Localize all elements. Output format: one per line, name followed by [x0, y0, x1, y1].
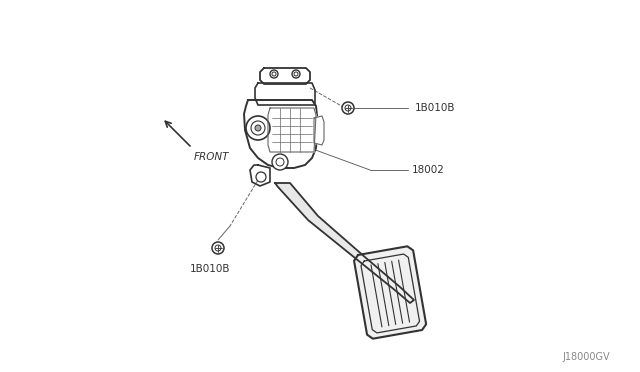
- Circle shape: [270, 70, 278, 78]
- Circle shape: [276, 158, 284, 166]
- Polygon shape: [250, 165, 270, 186]
- Polygon shape: [268, 108, 316, 152]
- Text: FRONT: FRONT: [194, 152, 230, 162]
- Circle shape: [246, 116, 270, 140]
- Circle shape: [215, 245, 221, 251]
- Polygon shape: [244, 100, 318, 168]
- Polygon shape: [314, 116, 324, 145]
- Text: 1B010B: 1B010B: [189, 264, 230, 274]
- Polygon shape: [275, 183, 414, 303]
- Circle shape: [272, 72, 276, 76]
- Polygon shape: [255, 83, 315, 105]
- Circle shape: [345, 105, 351, 111]
- Circle shape: [294, 72, 298, 76]
- Text: 18002: 18002: [412, 165, 445, 175]
- Polygon shape: [260, 68, 310, 84]
- Text: 1B010B: 1B010B: [415, 103, 456, 113]
- Text: J18000GV: J18000GV: [563, 352, 610, 362]
- Circle shape: [292, 70, 300, 78]
- Circle shape: [251, 121, 265, 135]
- Circle shape: [272, 154, 288, 170]
- Circle shape: [255, 125, 261, 131]
- Circle shape: [342, 102, 354, 114]
- Polygon shape: [354, 246, 426, 339]
- Circle shape: [212, 242, 224, 254]
- Circle shape: [256, 172, 266, 182]
